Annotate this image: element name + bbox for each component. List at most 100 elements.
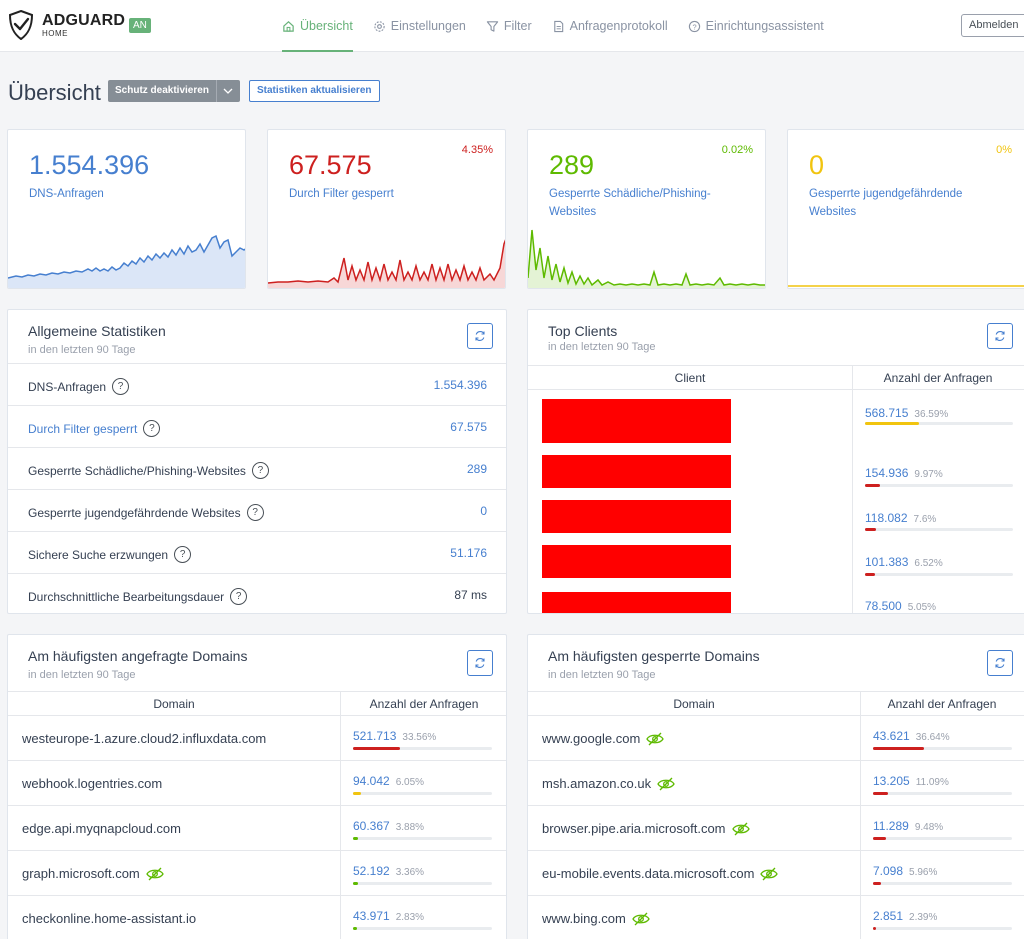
- client-count-cell: 568.715 36.59%: [865, 404, 948, 422]
- tracker-eye-icon[interactable]: [760, 867, 779, 881]
- panel-subtitle: in den letzten 90 Tage: [28, 344, 136, 356]
- request-count[interactable]: 78.500: [865, 599, 902, 613]
- request-count[interactable]: 118.082: [865, 511, 908, 525]
- request-percent: 3.36%: [395, 867, 425, 878]
- help-icon[interactable]: ?: [251, 462, 269, 479]
- refresh-blocked-domains-button[interactable]: [987, 650, 1013, 676]
- domain-name-text[interactable]: checkonline.home-assistant.io: [22, 911, 197, 926]
- request-count[interactable]: 13.205: [873, 774, 910, 788]
- help-icon[interactable]: ?: [143, 420, 161, 437]
- domain-name-text[interactable]: www.bing.com: [542, 911, 626, 926]
- progress-bar: [353, 837, 492, 840]
- request-count[interactable]: 43.621: [873, 729, 910, 743]
- stat-row-value: 51.176: [450, 546, 487, 560]
- domain-count-cell: 11.289 9.48%: [873, 817, 943, 835]
- refresh-icon: [995, 658, 1005, 668]
- domain-name[interactable]: browser.pipe.aria.microsoft.com: [542, 821, 750, 836]
- client-redacted: [542, 455, 731, 488]
- table-row: eu-mobile.events.data.microsoft.com 7.09…: [528, 850, 1024, 895]
- home-icon: [283, 20, 294, 32]
- panel-subtitle: in den letzten 90 Tage: [548, 669, 656, 681]
- column-header-domain[interactable]: Domain: [673, 697, 715, 711]
- request-count[interactable]: 43.971: [353, 909, 390, 923]
- domain-name-text[interactable]: westeurope-1.azure.cloud2.influxdata.com: [22, 731, 267, 746]
- help-icon[interactable]: ?: [230, 588, 248, 605]
- domain-name-text[interactable]: msh.amazon.co.uk: [542, 776, 652, 791]
- column-header-count[interactable]: Anzahl der Anfragen: [883, 371, 993, 385]
- domain-name[interactable]: www.google.com: [542, 731, 665, 746]
- request-count[interactable]: 101.383: [865, 555, 909, 569]
- refresh-general-stats-button[interactable]: [467, 323, 493, 349]
- request-percent: 36.64%: [915, 732, 950, 743]
- stat-row-blocked-filters[interactable]: Durch Filter gesperrt? 67.575: [8, 405, 506, 447]
- request-count[interactable]: 94.042: [353, 774, 390, 788]
- tracker-eye-icon[interactable]: [646, 732, 665, 746]
- panel-subtitle: in den letzten 90 Tage: [28, 669, 136, 681]
- request-count[interactable]: 154.936: [865, 466, 909, 480]
- column-header-count[interactable]: Anzahl der Anfragen: [369, 697, 479, 711]
- nav-overview[interactable]: Übersicht: [282, 0, 353, 52]
- refresh-icon: [475, 331, 485, 341]
- refresh-top-clients-button[interactable]: [987, 323, 1013, 349]
- stat-row-value: 67.575: [450, 420, 487, 434]
- stat-row-label[interactable]: Durch Filter gesperrt?: [28, 420, 161, 437]
- tracker-eye-icon[interactable]: [632, 912, 650, 926]
- domain-name[interactable]: graph.microsoft.com: [22, 866, 164, 881]
- domain-name[interactable]: www.bing.com: [542, 911, 650, 926]
- progress-bar-fill: [353, 792, 362, 795]
- refresh-top-domains-button[interactable]: [467, 650, 493, 676]
- domain-name[interactable]: msh.amazon.co.uk: [542, 776, 675, 791]
- domain-name-text[interactable]: webhook.logentries.com: [22, 776, 163, 791]
- domain-name-text[interactable]: browser.pipe.aria.microsoft.com: [542, 821, 726, 836]
- nav-setup-guide[interactable]: ? Einrichtungsassistent: [688, 0, 824, 52]
- request-count[interactable]: 2.851: [873, 909, 904, 923]
- protection-dropdown-toggle[interactable]: [215, 80, 240, 102]
- disable-protection-button[interactable]: Schutz deaktivieren: [108, 80, 240, 102]
- domain-name[interactable]: checkonline.home-assistant.io: [22, 911, 196, 926]
- domain-name[interactable]: webhook.logentries.com: [22, 776, 162, 791]
- refresh-statistics-button[interactable]: Statistiken aktualisieren: [249, 80, 380, 102]
- domain-name-text[interactable]: www.google.com: [542, 731, 641, 746]
- request-count[interactable]: 7.098: [873, 864, 904, 878]
- nav-setup-guide-label: Einrichtungsassistent: [705, 19, 824, 33]
- nav-query-log[interactable]: Anfragenprotokoll: [552, 0, 668, 52]
- request-count[interactable]: 60.367: [353, 819, 390, 833]
- column-header-domain[interactable]: Domain: [153, 697, 195, 711]
- tracker-eye-icon[interactable]: [657, 777, 675, 791]
- request-percent: 6.52%: [914, 558, 943, 569]
- adguard-logo[interactable]: ADGUARD HOME: [8, 10, 125, 40]
- column-header-client[interactable]: Client: [674, 371, 706, 385]
- top-header: ADGUARD HOME AN Übersicht Einstellungen …: [0, 0, 1024, 52]
- domain-name-text[interactable]: graph.microsoft.com: [22, 866, 140, 881]
- domain-name-text[interactable]: edge.api.myqnapcloud.com: [22, 821, 181, 836]
- nav-settings[interactable]: Einstellungen: [373, 0, 466, 52]
- domain-count-cell: 2.851 2.39%: [873, 907, 937, 925]
- stat-row-blocked-malware: Gesperrte Schädliche/Phishing-Websites? …: [8, 447, 506, 489]
- request-count[interactable]: 521.713: [353, 729, 397, 743]
- progress-bar: [353, 747, 492, 750]
- help-icon[interactable]: ?: [174, 546, 192, 563]
- column-divider: [860, 716, 861, 939]
- tracker-eye-icon[interactable]: [146, 867, 164, 881]
- domain-name[interactable]: westeurope-1.azure.cloud2.influxdata.com: [22, 731, 266, 746]
- nav-filters[interactable]: Filter: [486, 0, 532, 52]
- logout-button[interactable]: Abmelden: [961, 14, 1024, 37]
- progress-bar-fill: [873, 882, 882, 885]
- request-count[interactable]: 11.289: [873, 819, 909, 833]
- help-icon[interactable]: ?: [112, 378, 130, 395]
- tracker-eye-icon[interactable]: [731, 822, 750, 836]
- domain-name[interactable]: eu-mobile.events.data.microsoft.com: [542, 866, 779, 881]
- request-count[interactable]: 52.192: [353, 864, 390, 878]
- domain-name-text[interactable]: eu-mobile.events.data.microsoft.com: [542, 866, 755, 881]
- stat-value: 289: [549, 150, 595, 180]
- document-icon: [553, 20, 563, 32]
- domain-count-cell: 7.098 5.96%: [873, 862, 937, 880]
- table-row: msh.amazon.co.uk 13.205 11.09%: [528, 760, 1024, 805]
- help-icon[interactable]: ?: [246, 504, 264, 521]
- disable-protection-label[interactable]: Schutz deaktivieren: [108, 80, 216, 102]
- domain-count-cell: 43.621 36.64%: [873, 727, 950, 745]
- stat-row-label-text[interactable]: Durch Filter gesperrt: [28, 421, 138, 436]
- request-count[interactable]: 568.715: [865, 406, 909, 420]
- domain-name[interactable]: edge.api.myqnapcloud.com: [22, 821, 181, 836]
- column-header-count[interactable]: Anzahl der Anfragen: [887, 697, 997, 711]
